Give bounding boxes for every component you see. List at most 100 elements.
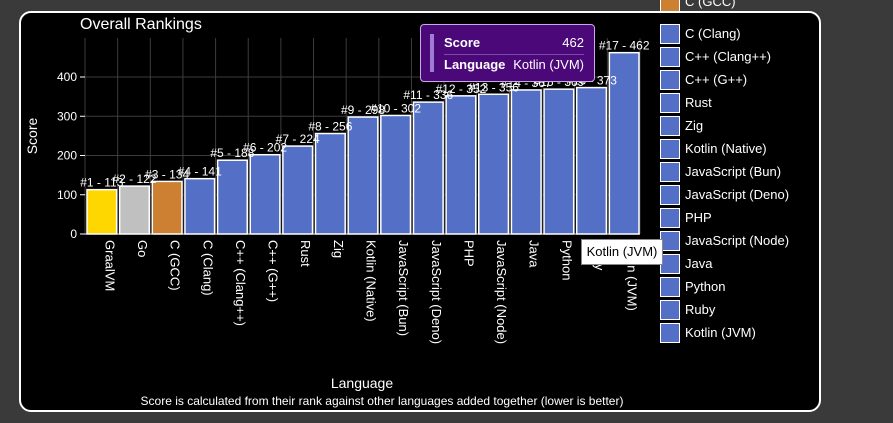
x-tick-label: PHP: [461, 240, 476, 267]
bar[interactable]: [118, 185, 151, 235]
bar[interactable]: [282, 145, 314, 235]
bars-layer: [86, 51, 640, 235]
bar-data-label: #17 - 462: [599, 39, 650, 53]
tooltip-language-label: Language: [444, 57, 506, 72]
legend-label: Java: [685, 256, 713, 271]
tooltip-language-row: Language Kotlin (JVM): [444, 57, 584, 72]
tooltip-score-label: Score: [444, 35, 481, 50]
y-tick-label: 300: [57, 109, 77, 123]
bar-data-label: #8 - 256: [308, 120, 352, 134]
x-tick-label: Java: [527, 240, 542, 268]
x-tick-label: C (GCC): [168, 240, 183, 291]
x-tick-label: JavaScript (Bun): [396, 240, 411, 336]
bar-data-label: #4 - 141: [178, 165, 222, 179]
bar[interactable]: [347, 116, 379, 235]
chart-subtitle: Score is calculated from their rank agai…: [141, 394, 624, 408]
legend-label: Python: [685, 279, 726, 294]
y-tick-label: 100: [57, 188, 77, 202]
legend-item[interactable]: Rust: [660, 91, 860, 114]
legend-label: C (GCC): [685, 0, 736, 9]
x-tick-label: JavaScript (Node): [494, 240, 509, 344]
legend-item[interactable]: Kotlin (Native): [660, 137, 860, 160]
bar[interactable]: [314, 132, 346, 235]
legend-item[interactable]: Ruby: [660, 298, 860, 321]
legend-swatch: [660, 46, 680, 67]
legend-item[interactable]: JavaScript (Node): [660, 229, 860, 252]
legend-label: JavaScript (Deno): [685, 187, 790, 202]
tooltip-divider: [444, 54, 584, 55]
bar[interactable]: [151, 180, 183, 235]
legend-item[interactable]: JavaScript (Bun): [660, 160, 860, 183]
legend-label: JavaScript (Node): [685, 233, 790, 248]
legend-item[interactable]: Zig: [660, 114, 860, 137]
x-tick-label: Zig: [331, 240, 346, 258]
legend-item[interactable]: Java: [660, 252, 860, 275]
legend-swatch: [660, 23, 680, 44]
bar[interactable]: [510, 89, 542, 235]
legend-swatch: [660, 253, 680, 274]
x-tick-label: GraalVM: [102, 240, 117, 291]
tooltip-language-value: Kotlin (JVM): [513, 57, 584, 72]
legend-label: C (Clang): [685, 26, 741, 41]
bar[interactable]: [478, 93, 510, 235]
legend-swatch: [660, 115, 680, 136]
legend-swatch: [660, 322, 680, 343]
x-tick-label: Go: [135, 240, 150, 257]
bar[interactable]: [543, 88, 575, 235]
bar[interactable]: [249, 153, 281, 235]
bar-data-label: #5 - 188: [210, 146, 254, 160]
legend-item[interactable]: C (GCC): [660, 0, 860, 13]
legend: C (GCC) C (Clang) C++ (Clang++) C++ (G++) Ru…: [660, 0, 860, 345]
bar[interactable]: [86, 188, 118, 235]
bar[interactable]: [380, 114, 412, 235]
x-axis-label: Language: [331, 375, 394, 391]
x-tick-label: C++ (G++): [266, 240, 281, 302]
legend-item[interactable]: C++ (Clang++): [660, 45, 860, 68]
bar-data-label: #3 - 134: [145, 167, 189, 181]
bar-data-label: #6 - 202: [243, 141, 287, 155]
legend-item[interactable]: Kotlin (JVM): [660, 321, 860, 344]
bar-data-label: #11 - 336: [403, 88, 453, 102]
bar-data-label: #1 - 113: [80, 176, 123, 190]
legend-label: C++ (G++): [685, 72, 748, 87]
legend-swatch: [660, 184, 680, 205]
y-axis-label: Score: [24, 118, 40, 155]
y-tick-label: 200: [57, 149, 77, 163]
x-tick-label: Rust: [298, 240, 313, 267]
x-tick-label: Python: [559, 240, 574, 280]
tooltip-score-value: 462: [562, 35, 584, 50]
legend-label: Ruby: [685, 302, 716, 317]
bar[interactable]: [608, 51, 640, 235]
legend-swatch: [660, 0, 680, 12]
bar[interactable]: [216, 159, 248, 235]
legend-swatch: [660, 92, 680, 113]
legend-label: Zig: [685, 118, 704, 133]
legend-item[interactable]: JavaScript (Deno): [660, 183, 860, 206]
hover-axis-label: Kotlin (JVM): [581, 239, 663, 265]
legend-item[interactable]: C (Clang): [660, 22, 860, 45]
x-tick-label: C++ (Clang++): [233, 240, 248, 326]
bar-data-label: #13 - 356: [468, 80, 519, 94]
legend-item[interactable]: Python: [660, 275, 860, 298]
bar[interactable]: [184, 177, 216, 235]
bar[interactable]: [575, 86, 608, 235]
y-tick-label: 0: [70, 227, 77, 241]
x-tick-label: JavaScript (Deno): [429, 240, 444, 344]
legend-swatch: [660, 276, 680, 297]
chart-title: Overall Rankings: [80, 16, 202, 33]
bar[interactable]: [412, 101, 444, 235]
legend-swatch: [660, 299, 680, 320]
bar-data-label: #12 - 352: [436, 82, 487, 96]
legend-swatch: [660, 138, 680, 159]
legend-swatch: [660, 161, 680, 182]
legend-label: Kotlin (JVM): [685, 325, 756, 340]
tooltip-score-row: Score 462: [444, 35, 584, 50]
legend-label: PHP: [685, 210, 712, 225]
bar-data-label: #7 - 224: [276, 132, 320, 146]
legend-item[interactable]: C++ (G++): [660, 68, 860, 91]
tooltip-accent: [430, 34, 434, 72]
x-tick-label: C (Clang): [200, 240, 215, 296]
bar[interactable]: [445, 95, 477, 235]
y-tick-label: 400: [57, 70, 77, 84]
legend-item[interactable]: PHP: [660, 206, 860, 229]
